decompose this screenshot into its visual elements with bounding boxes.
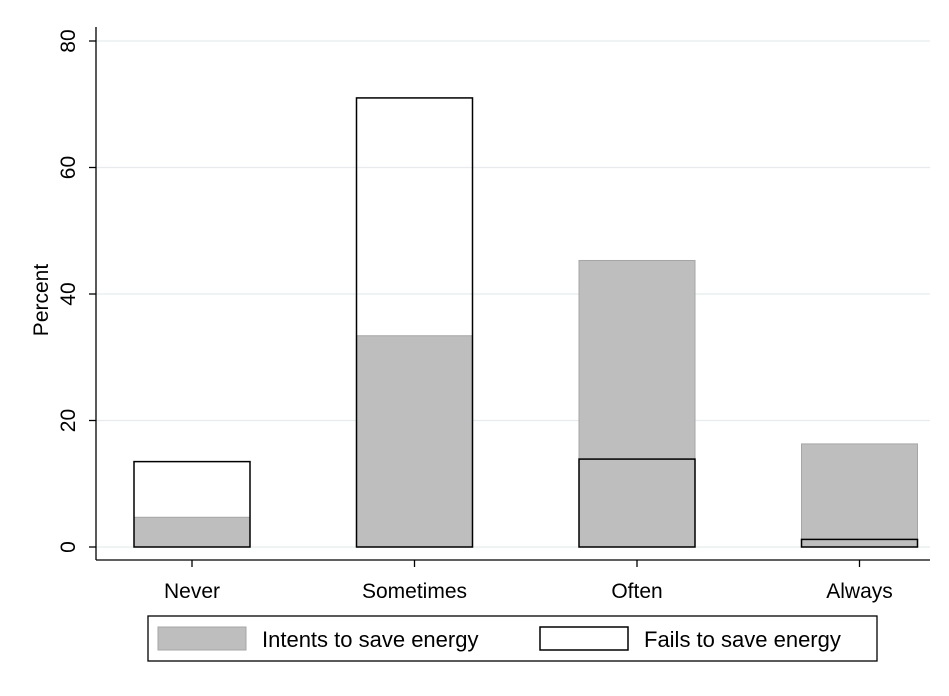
- bar-fails-always: [800, 538, 919, 548]
- legend-box: [147, 615, 878, 662]
- legend: Intents to save energy Fails to save ener…: [147, 615, 878, 662]
- x-tick-label-never: Never: [164, 580, 220, 603]
- bar-fails-never: [133, 460, 251, 548]
- legend-label-fails: Fails to save energy: [644, 627, 841, 652]
- x-tick-label-often: Often: [611, 580, 662, 603]
- y-tick-label-80: 80: [57, 29, 80, 52]
- legend-swatch-fails: [539, 626, 629, 651]
- axes: 0 20 40 60 80 Never Sometimes Often Always: [57, 27, 930, 603]
- y-tick-label-20: 20: [57, 409, 80, 432]
- legend-swatch-intents: [157, 626, 247, 651]
- x-tick-label-always: Always: [826, 580, 893, 603]
- y-tick-label-0: 0: [57, 541, 80, 553]
- bar-intents-sometimes: [356, 335, 473, 548]
- bars: [133, 97, 919, 548]
- bar-fails-sometimes: [355, 97, 474, 548]
- bar-intents-never: [133, 516, 251, 548]
- legend-label-intents: Intents to save energy: [262, 627, 478, 652]
- y-tick-label-60: 60: [57, 156, 80, 179]
- gridlines: [96, 40, 930, 548]
- bar-intents-always: [801, 443, 918, 548]
- x-tick-label-sometimes: Sometimes: [362, 580, 467, 603]
- bar-fails-often: [578, 458, 696, 548]
- y-axis-title: Percent: [30, 264, 53, 337]
- y-tick-label-40: 40: [57, 282, 80, 305]
- bar-intents-often: [578, 259, 696, 548]
